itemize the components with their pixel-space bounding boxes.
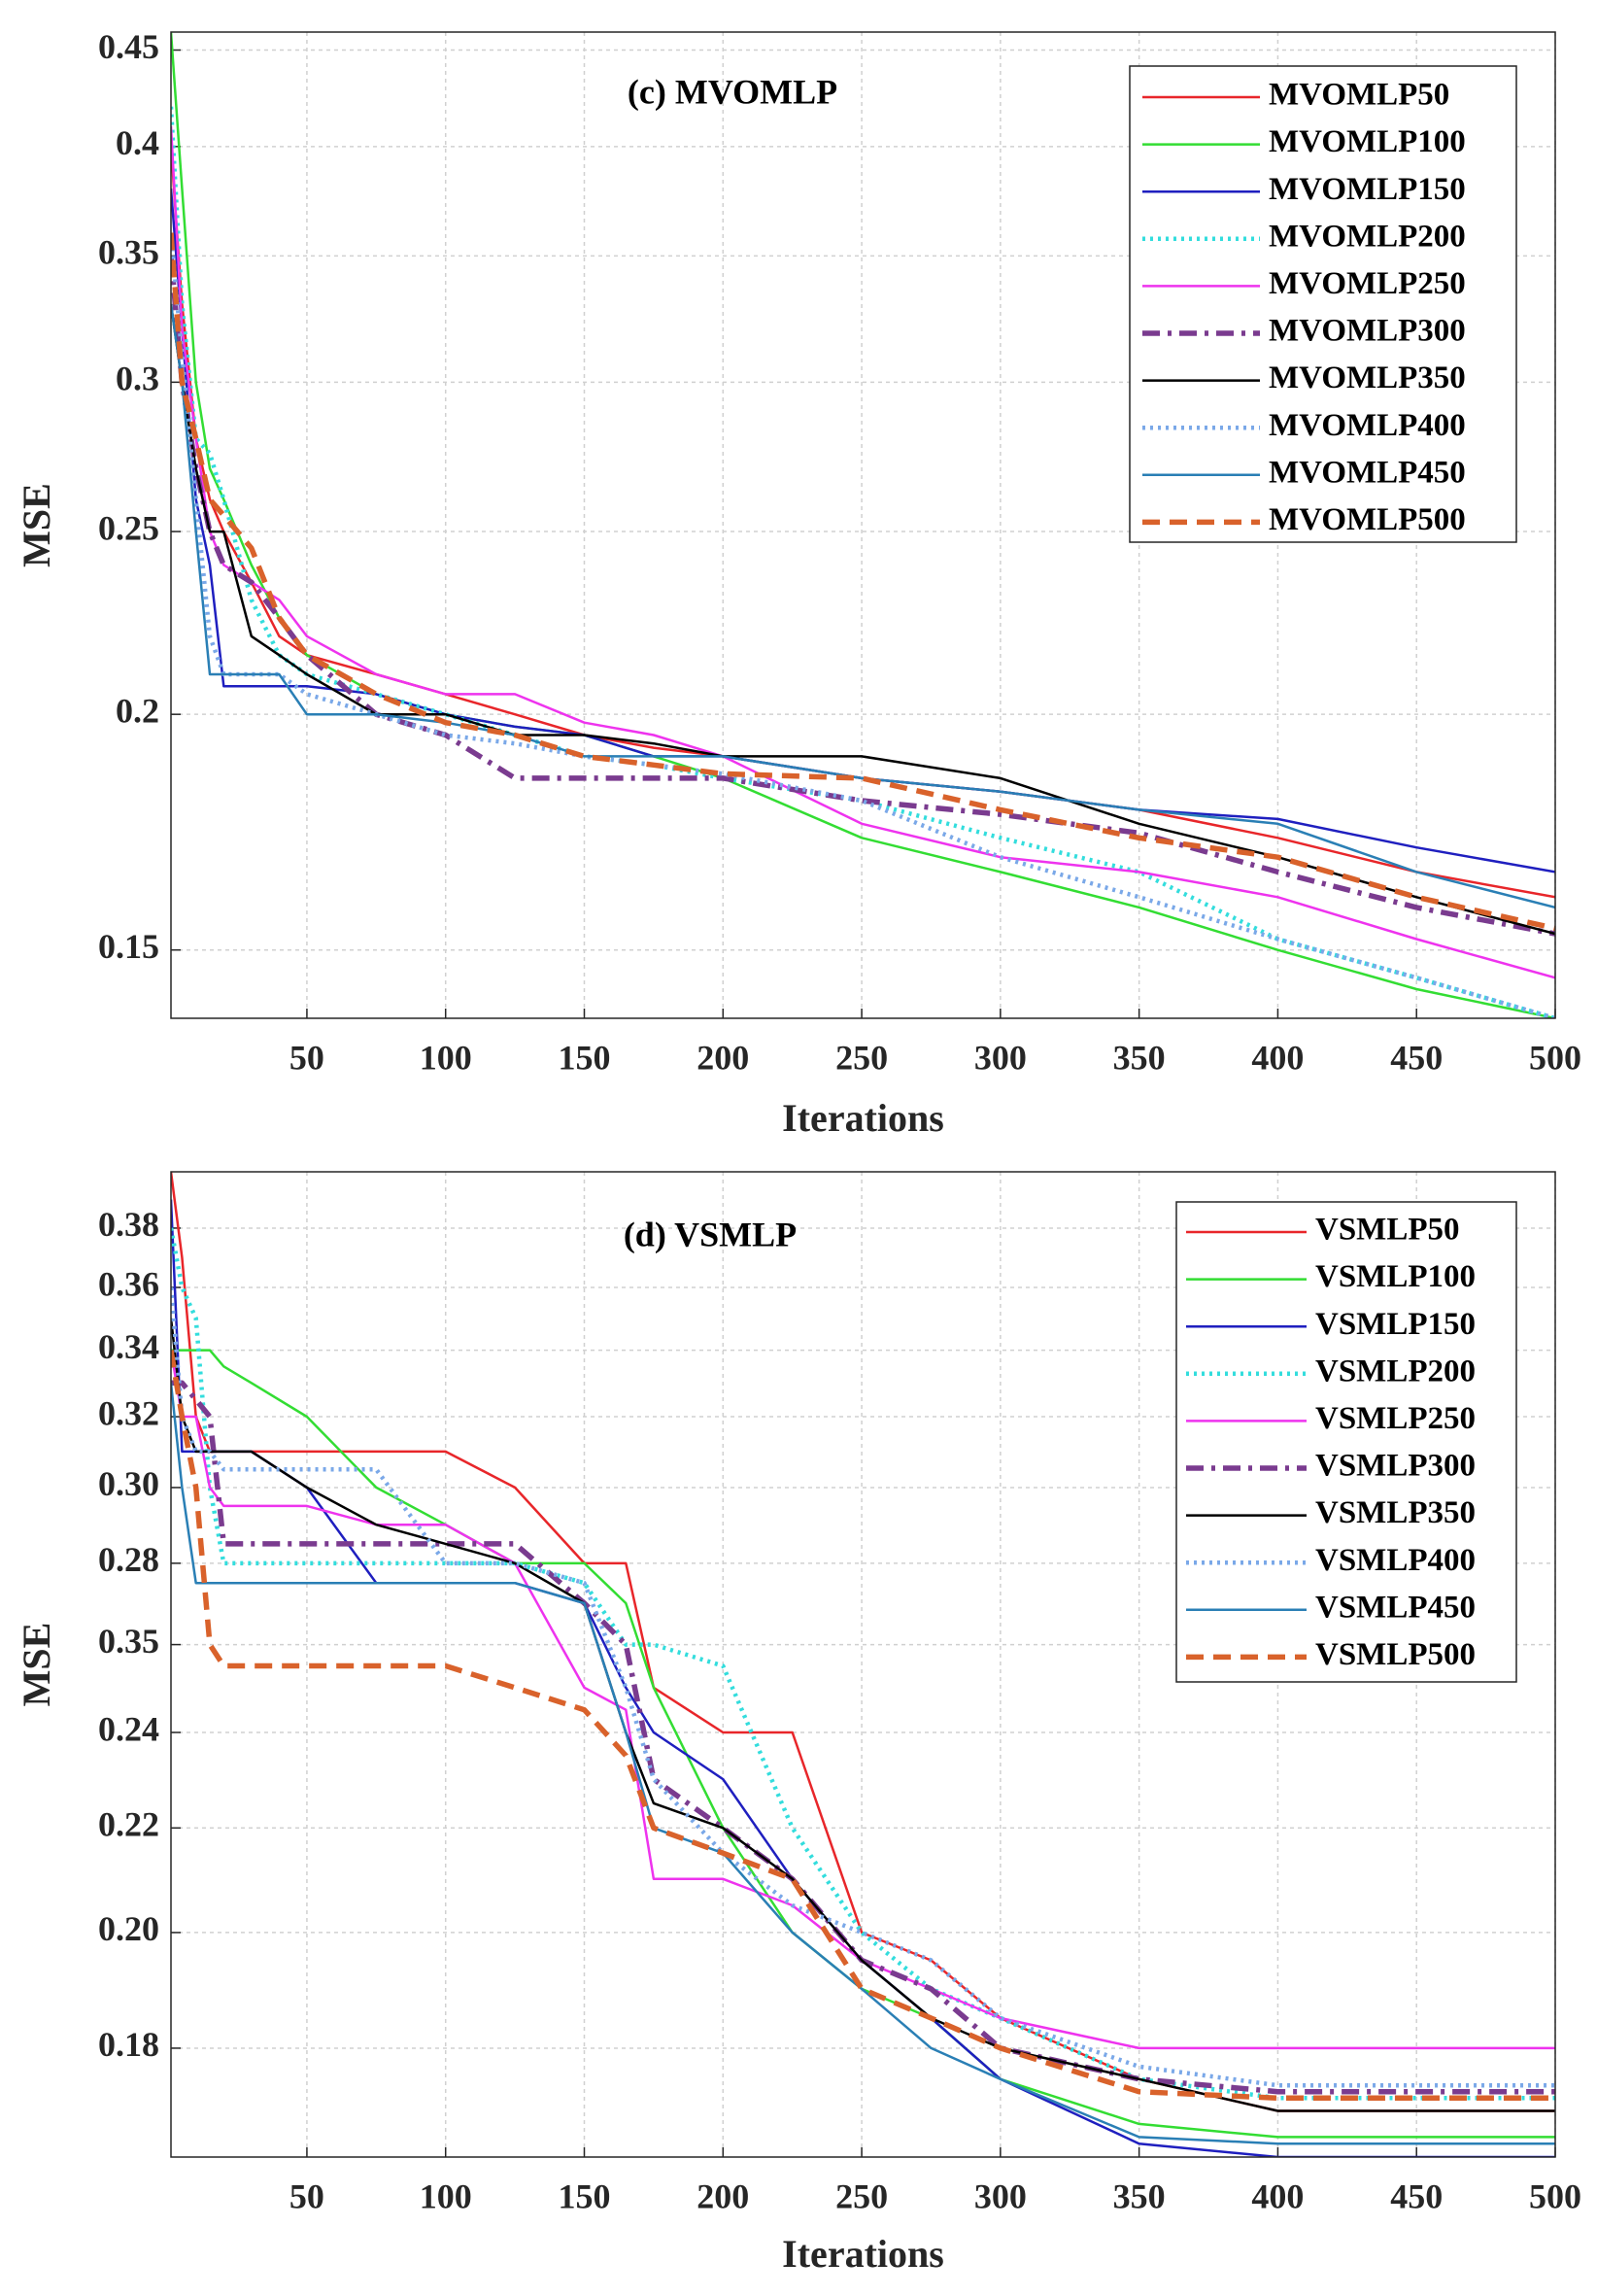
series-line bbox=[171, 303, 1555, 936]
x-tick-label: 450 bbox=[1390, 1038, 1443, 1077]
series-group bbox=[171, 1172, 1555, 2157]
y-tick-label: 0.36 bbox=[98, 1264, 159, 1303]
series-line bbox=[171, 232, 1555, 1018]
y-tick-label: 0.2 bbox=[116, 691, 159, 730]
legend-label: VSMLP350 bbox=[1315, 1495, 1476, 1530]
y-axis-label: MSE bbox=[15, 483, 58, 567]
x-tick-label: 350 bbox=[1113, 2176, 1166, 2215]
series-line bbox=[171, 1383, 1555, 2145]
x-tick-label: 500 bbox=[1529, 2176, 1581, 2215]
y-axis-label: MSE bbox=[15, 1623, 58, 1707]
legend-label: VSMLP500 bbox=[1315, 1637, 1476, 1672]
legend-label: VSMLP150 bbox=[1315, 1307, 1476, 1342]
plot-frame bbox=[170, 31, 1556, 1019]
x-tick-label: 450 bbox=[1390, 2176, 1443, 2215]
legend-label: MVOMLP200 bbox=[1269, 219, 1466, 254]
x-tick-label: 100 bbox=[420, 1038, 472, 1077]
legend-label: VSMLP200 bbox=[1315, 1354, 1476, 1388]
legend-label: MVOMLP500 bbox=[1269, 502, 1466, 537]
x-axis-label: Iterations bbox=[782, 1096, 944, 1140]
y-tick-label: 0.45 bbox=[98, 27, 159, 66]
x-tick-label: 200 bbox=[697, 1038, 749, 1077]
series-line bbox=[171, 232, 1555, 932]
x-tick-label: 250 bbox=[835, 2176, 888, 2215]
x-tick-label: 400 bbox=[1251, 2176, 1304, 2215]
x-tick-label: 50 bbox=[289, 2176, 324, 2215]
x-tick-label: 100 bbox=[420, 2176, 472, 2215]
x-tick-label: 350 bbox=[1113, 1038, 1166, 1077]
legend-label: VSMLP450 bbox=[1315, 1590, 1476, 1625]
x-tick-label: 300 bbox=[974, 1038, 1027, 1077]
legend-label: MVOMLP150 bbox=[1269, 172, 1466, 207]
series-line bbox=[171, 1350, 1555, 2102]
legend-label: MVOMLP400 bbox=[1269, 408, 1466, 443]
x-tick-label: 400 bbox=[1251, 1038, 1304, 1077]
series-line bbox=[171, 1286, 1555, 2088]
x-tick-label: 50 bbox=[289, 1038, 324, 1077]
series-line bbox=[171, 1349, 1555, 2139]
legend-label: VSMLP250 bbox=[1315, 1401, 1476, 1436]
legend-label: MVOMLP100 bbox=[1269, 124, 1466, 159]
legend-label: MVOMLP250 bbox=[1269, 266, 1466, 301]
legend-label: MVOMLP300 bbox=[1269, 314, 1466, 349]
legend-label: MVOMLP50 bbox=[1269, 78, 1449, 113]
y-tick-label: 0.15 bbox=[98, 927, 159, 966]
y-tick-label: 0.24 bbox=[98, 1709, 159, 1748]
y-tick-label: 0.4 bbox=[116, 123, 159, 162]
y-tick-label: 0.22 bbox=[98, 1805, 159, 1844]
legend-label: MVOMLP450 bbox=[1269, 455, 1466, 490]
x-tick-label: 300 bbox=[974, 2176, 1027, 2215]
legend-box bbox=[1175, 1201, 1517, 1683]
legend-label: VSMLP50 bbox=[1315, 1213, 1460, 1248]
y-tick-label: 0.30 bbox=[98, 1464, 159, 1503]
y-tick-label: 0.18 bbox=[98, 2025, 159, 2064]
x-tick-label: 150 bbox=[559, 2176, 611, 2215]
series-group bbox=[171, 32, 1555, 1018]
x-axis-label: Iterations bbox=[782, 2232, 944, 2276]
y-tick-label: 0.35 bbox=[98, 233, 159, 272]
series-line bbox=[171, 303, 1555, 909]
legend-label: VSMLP300 bbox=[1315, 1449, 1476, 1484]
y-tick-label: 0.25 bbox=[98, 508, 159, 547]
legend-label: VSMLP100 bbox=[1315, 1259, 1476, 1294]
y-tick-label: 0.34 bbox=[98, 1327, 159, 1366]
y-tick-label: 0.35 bbox=[98, 1622, 159, 1661]
x-tick-label: 500 bbox=[1529, 1038, 1581, 1077]
x-tick-label: 250 bbox=[835, 1038, 888, 1077]
chart-title: (c) MVOMLP bbox=[628, 72, 837, 111]
x-tick-label: 150 bbox=[559, 1038, 611, 1077]
x-tick-label: 200 bbox=[697, 2176, 749, 2215]
series-line bbox=[171, 1350, 1555, 2050]
plot-frame bbox=[170, 1171, 1556, 2158]
legend-label: MVOMLP350 bbox=[1269, 360, 1466, 395]
legend-label: VSMLP400 bbox=[1315, 1543, 1476, 1578]
series-line bbox=[171, 256, 1555, 937]
y-tick-label: 0.20 bbox=[98, 1909, 159, 1948]
chart-title: (d) VSMLP bbox=[624, 1215, 797, 1253]
y-tick-label: 0.3 bbox=[116, 360, 159, 398]
y-tick-label: 0.32 bbox=[98, 1393, 159, 1432]
y-tick-label: 0.28 bbox=[98, 1540, 159, 1579]
y-tick-label: 0.38 bbox=[98, 1205, 159, 1244]
series-line bbox=[171, 1380, 1555, 2095]
